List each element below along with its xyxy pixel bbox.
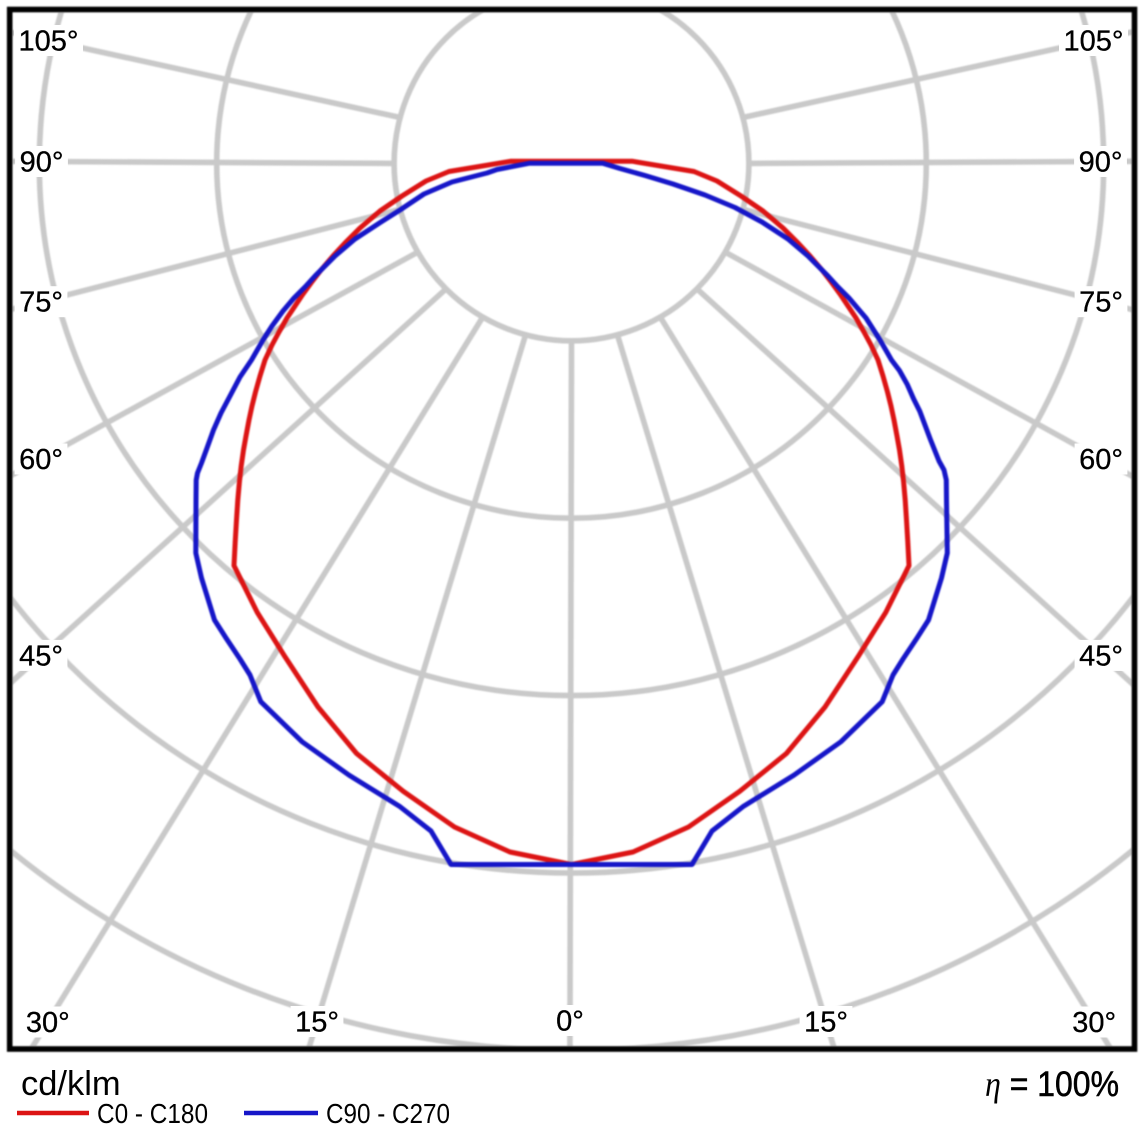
svg-text:η = 100%: η = 100% [985, 1064, 1119, 1104]
svg-text:30°: 30° [1072, 1007, 1116, 1039]
svg-text:75°: 75° [19, 287, 63, 319]
svg-text:60°: 60° [19, 444, 63, 476]
svg-text:30°: 30° [26, 1007, 70, 1039]
svg-text:15°: 15° [804, 1007, 848, 1039]
svg-text:75°: 75° [1079, 287, 1123, 319]
svg-text:105°: 105° [1064, 26, 1124, 58]
svg-text:C0 - C180: C0 - C180 [97, 1098, 208, 1129]
svg-text:15°: 15° [295, 1007, 339, 1039]
svg-text:cd/klm: cd/klm [21, 1065, 121, 1103]
svg-text:C90 - C270: C90 - C270 [326, 1098, 450, 1129]
svg-text:105°: 105° [19, 26, 79, 58]
svg-text:45°: 45° [19, 640, 63, 672]
svg-text:90°: 90° [1079, 147, 1123, 179]
svg-text:0°: 0° [556, 1006, 584, 1038]
svg-text:45°: 45° [1079, 640, 1123, 672]
svg-text:90°: 90° [20, 147, 64, 179]
svg-text:60°: 60° [1079, 444, 1123, 476]
